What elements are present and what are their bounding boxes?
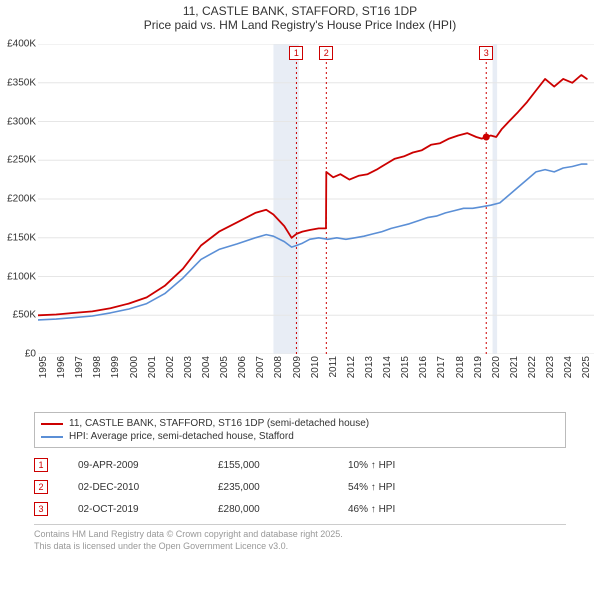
- plot-svg: [38, 44, 594, 354]
- sales-row: 1 09-APR-2009£155,00010% ↑ HPI: [34, 454, 566, 476]
- legend-row-property: 11, CASTLE BANK, STAFFORD, ST16 1DP (sem…: [41, 417, 559, 430]
- x-tick-label: 2007: [255, 356, 266, 378]
- y-tick-label: £0: [25, 349, 36, 360]
- sales-date: 09-APR-2009: [78, 460, 218, 471]
- sales-pct: 46% ↑ HPI: [348, 504, 468, 515]
- property-line: [38, 75, 587, 315]
- y-tick-label: £300K: [7, 116, 36, 127]
- legend-swatch-property: [41, 423, 63, 425]
- x-tick-label: 2015: [400, 356, 411, 378]
- event-marker: 2: [319, 46, 333, 60]
- x-tick-label: 2024: [563, 356, 574, 378]
- x-tick-label: 1999: [110, 356, 121, 378]
- chart-area: £0 £50K £100K £150K £200K £250K £300K £350K £400…: [0, 38, 600, 408]
- x-tick-label: 2005: [219, 356, 230, 378]
- y-tick-label: £400K: [7, 39, 36, 50]
- x-tick-label: 2016: [418, 356, 429, 378]
- footer-attribution: Contains HM Land Registry data © Crown c…: [34, 524, 566, 552]
- legend-box: 11, CASTLE BANK, STAFFORD, ST16 1DP (sem…: [34, 412, 566, 448]
- sales-date: 02-DEC-2010: [78, 482, 218, 493]
- plot-region: 1 2 3: [38, 44, 594, 354]
- sales-pct: 10% ↑ HPI: [348, 460, 468, 471]
- sales-table: 1 09-APR-2009£155,00010% ↑ HPI 2 02-DEC-201…: [34, 454, 566, 520]
- x-tick-label: 2010: [310, 356, 321, 378]
- x-tick-label: 2001: [147, 356, 158, 378]
- sales-price: £235,000: [218, 482, 348, 493]
- x-tick-label: 2021: [509, 356, 520, 378]
- sales-row: 2 02-DEC-2010£235,00054% ↑ HPI: [34, 476, 566, 498]
- x-axis: 1995 1996 1997 1998 1999 2000 2001 2002 2003 2004…: [38, 356, 594, 408]
- x-tick-label: 2012: [346, 356, 357, 378]
- x-tick-label: 1995: [38, 356, 49, 378]
- event-dot: [483, 134, 490, 141]
- legend-row-hpi: HPI: Average price, semi-detached house,…: [41, 430, 559, 443]
- x-tick-label: 2017: [436, 356, 447, 378]
- x-tick-label: 2008: [273, 356, 284, 378]
- x-tick-label: 2025: [581, 356, 592, 378]
- x-tick-label: 2011: [328, 356, 339, 378]
- y-tick-label: £250K: [7, 155, 36, 166]
- x-tick-label: 2000: [129, 356, 140, 378]
- x-tick-label: 1998: [92, 356, 103, 378]
- y-axis: £0 £50K £100K £150K £200K £250K £300K £350K £400…: [0, 38, 38, 362]
- footer-line1: Contains HM Land Registry data © Crown c…: [34, 529, 566, 541]
- x-tick-label: 1996: [56, 356, 67, 378]
- x-tick-label: 2020: [491, 356, 502, 378]
- legend-label-property: 11, CASTLE BANK, STAFFORD, ST16 1DP (sem…: [69, 418, 369, 429]
- x-tick-label: 2004: [201, 356, 212, 378]
- event-marker: 1: [289, 46, 303, 60]
- x-tick-label: 2018: [455, 356, 466, 378]
- y-tick-label: £50K: [13, 310, 36, 321]
- legend-label-hpi: HPI: Average price, semi-detached house,…: [69, 431, 294, 442]
- chart-title-line2: Price paid vs. HM Land Registry's House …: [0, 18, 600, 38]
- x-tick-label: 2013: [364, 356, 375, 378]
- x-tick-label: 2003: [183, 356, 194, 378]
- x-tick-label: 2022: [527, 356, 538, 378]
- sales-price: £155,000: [218, 460, 348, 471]
- x-tick-label: 2006: [237, 356, 248, 378]
- event-marker: 3: [479, 46, 493, 60]
- sales-marker: 3: [34, 502, 48, 516]
- legend-swatch-hpi: [41, 436, 63, 438]
- sales-date: 02-OCT-2019: [78, 504, 218, 515]
- sales-pct: 54% ↑ HPI: [348, 482, 468, 493]
- sales-marker: 1: [34, 458, 48, 472]
- x-tick-label: 2023: [545, 356, 556, 378]
- footer-line2: This data is licensed under the Open Gov…: [34, 541, 566, 553]
- sales-row: 3 02-OCT-2019£280,00046% ↑ HPI: [34, 498, 566, 520]
- x-tick-label: 2014: [382, 356, 393, 378]
- hpi-line: [38, 164, 587, 320]
- y-tick-label: £150K: [7, 232, 36, 243]
- sales-marker: 2: [34, 480, 48, 494]
- y-tick-label: £350K: [7, 77, 36, 88]
- y-tick-label: £200K: [7, 194, 36, 205]
- x-tick-label: 2019: [473, 356, 484, 378]
- sales-price: £280,000: [218, 504, 348, 515]
- x-tick-label: 2009: [292, 356, 303, 378]
- x-tick-label: 1997: [74, 356, 85, 378]
- y-tick-label: £100K: [7, 271, 36, 282]
- chart-title-line1: 11, CASTLE BANK, STAFFORD, ST16 1DP: [0, 0, 600, 18]
- x-tick-label: 2002: [165, 356, 176, 378]
